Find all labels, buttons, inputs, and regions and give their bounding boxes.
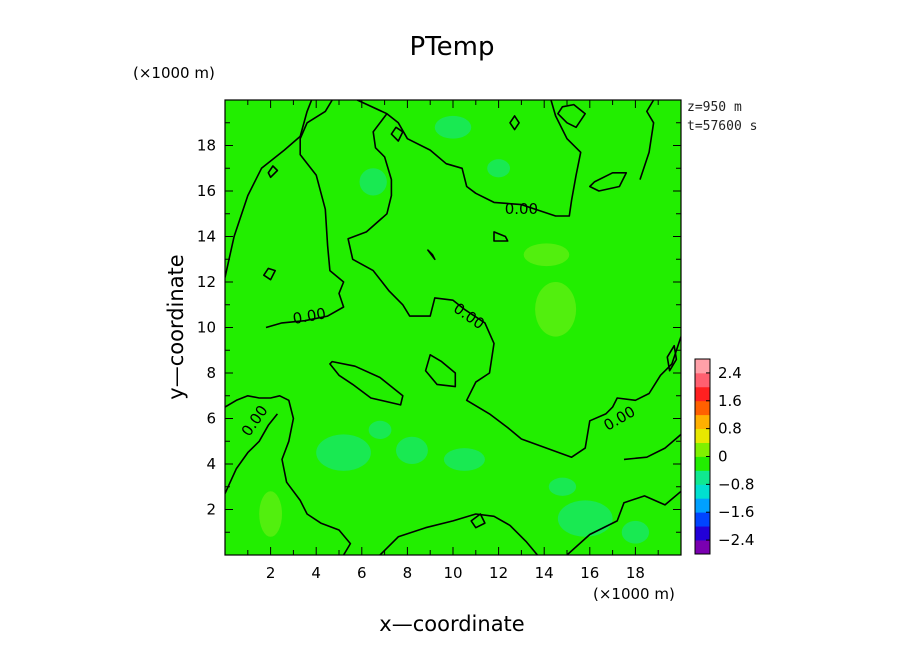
field-patch — [259, 491, 282, 537]
y-axis-label: y—coordinate — [164, 254, 188, 399]
y-tick-label: 2 — [206, 501, 216, 519]
x-tick-label: 14 — [535, 564, 554, 582]
colorbar-swatch — [695, 456, 710, 471]
colorbar: 2.4 1.6 0.8 0 −0.8 −1.6 −2.4 — [694, 358, 754, 555]
colorbar-swatch — [695, 428, 710, 443]
contour-label: 0.00 — [291, 304, 327, 328]
x-axis: 2 4 6 8 10 12 14 16 18 — [247, 100, 659, 582]
chart-title: PTemp — [410, 32, 495, 62]
zero-contour-line — [225, 395, 352, 555]
y-tick-label: 4 — [206, 455, 216, 473]
field-patch — [434, 115, 472, 139]
zero-contour-line — [623, 433, 681, 461]
field-patch — [368, 420, 392, 439]
y-axis: 2 4 6 8 10 12 14 16 18 — [197, 122, 681, 533]
x-tick-label: 12 — [489, 564, 508, 582]
field-patches — [259, 115, 650, 544]
zero-contour-line — [347, 113, 681, 458]
field-patch — [535, 282, 577, 337]
zero-contour-line — [356, 100, 582, 217]
y-tick-label: 16 — [197, 182, 216, 200]
field-patch — [316, 434, 371, 471]
colorbar-tick-label: 2.4 — [718, 364, 742, 382]
zero-contour-line — [225, 100, 313, 278]
zero-contour-line — [379, 513, 539, 555]
field-patch — [557, 500, 613, 537]
zero-contour-closed — [470, 513, 486, 529]
zero-contour-line — [265, 100, 345, 329]
field-patch — [523, 243, 570, 267]
colorbar-tick-label: −1.6 — [718, 503, 754, 521]
contour-label: 0.00 — [505, 200, 538, 218]
zero-contour-closed — [427, 249, 436, 261]
plot-area: 0.000.00 0.000.00 0.00 — [224, 99, 682, 556]
x-axis-label: x—coordinate — [379, 612, 524, 636]
x-tick-label: 10 — [443, 564, 462, 582]
field-patch — [621, 520, 650, 544]
zero-contour-closed — [666, 344, 678, 372]
zero-contour-closed — [263, 267, 276, 281]
colorbar-swatch — [695, 372, 710, 388]
zero-contour-closed — [589, 172, 628, 192]
zero-contour-line — [225, 413, 279, 494]
zero-contour-closed — [329, 360, 404, 406]
colorbar-swatch — [695, 359, 710, 374]
zero-contour-closed — [424, 354, 457, 388]
zero-contour-line — [566, 490, 681, 555]
field-patch — [396, 436, 428, 464]
y-tick-label: 14 — [197, 228, 216, 246]
field-patch — [359, 168, 387, 196]
colorbar-tick-label: −2.4 — [718, 531, 754, 549]
zero-contour-closed — [267, 165, 279, 179]
y-tick-label: 12 — [197, 273, 216, 291]
x-unit-label: (×1000 m) — [593, 585, 675, 603]
colorbar-swatch — [695, 526, 710, 541]
y-tick-label: 6 — [206, 410, 216, 428]
zero-contour-closed — [390, 126, 404, 142]
zero-contours — [225, 100, 681, 555]
y-tick-label: 8 — [206, 364, 216, 382]
colorbar-swatch — [695, 386, 710, 402]
colorbar-tick-label: 0.8 — [718, 420, 742, 438]
colorbar-swatch — [695, 484, 710, 499]
colorbar-swatch — [695, 400, 710, 416]
plot-background — [225, 100, 681, 555]
x-tick-label: 18 — [626, 564, 645, 582]
colorbar-tick-label: 1.6 — [718, 392, 742, 410]
x-tick-label: 4 — [311, 564, 321, 582]
field-patch — [548, 477, 577, 496]
colorbar-swatch — [695, 470, 710, 485]
colorbar-swatch — [695, 442, 710, 457]
colorbar-swatch — [695, 540, 710, 555]
colorbar-swatch — [695, 498, 710, 513]
x-tick-label: 8 — [403, 564, 413, 582]
info-line-t: t=57600 s — [687, 119, 757, 134]
x-tick-label: 16 — [580, 564, 599, 582]
field-patch — [487, 159, 510, 178]
zero-contour-closed — [493, 231, 509, 242]
colorbar-swatch — [695, 414, 710, 430]
colorbar-tick-label: 0 — [718, 448, 728, 466]
y-unit-label: (×1000 m) — [133, 64, 215, 82]
zero-contour-closed — [509, 115, 520, 131]
colorbar-swatch — [695, 512, 710, 527]
y-tick-label: 10 — [197, 319, 216, 337]
colorbar-tick-label: −0.8 — [718, 475, 754, 493]
y-tick-label: 18 — [197, 137, 216, 155]
x-tick-label: 6 — [357, 564, 367, 582]
zero-contour-line — [639, 100, 655, 180]
zero-contour-closed — [557, 103, 586, 129]
info-line-z: z=950 m — [687, 100, 742, 115]
x-tick-label: 2 — [266, 564, 276, 582]
field-patch — [443, 448, 485, 471]
